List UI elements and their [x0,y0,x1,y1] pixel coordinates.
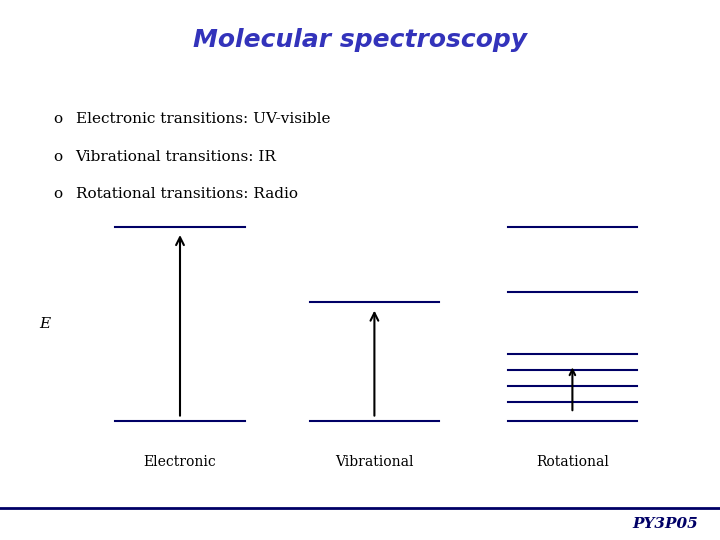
Text: o: o [53,150,62,164]
Text: Rotational: Rotational [536,455,609,469]
Text: Electronic: Electronic [143,455,217,469]
Text: Vibrational transitions: IR: Vibrational transitions: IR [76,150,276,164]
Text: Molecular spectroscopy: Molecular spectroscopy [193,29,527,52]
Text: o: o [53,112,62,126]
Text: o: o [53,187,62,201]
Text: Rotational transitions: Radio: Rotational transitions: Radio [76,187,297,201]
Text: Vibrational: Vibrational [335,455,414,469]
Text: PY3P05: PY3P05 [633,517,698,531]
Text: Electronic transitions: UV-visible: Electronic transitions: UV-visible [76,112,330,126]
Text: E: E [40,317,50,331]
